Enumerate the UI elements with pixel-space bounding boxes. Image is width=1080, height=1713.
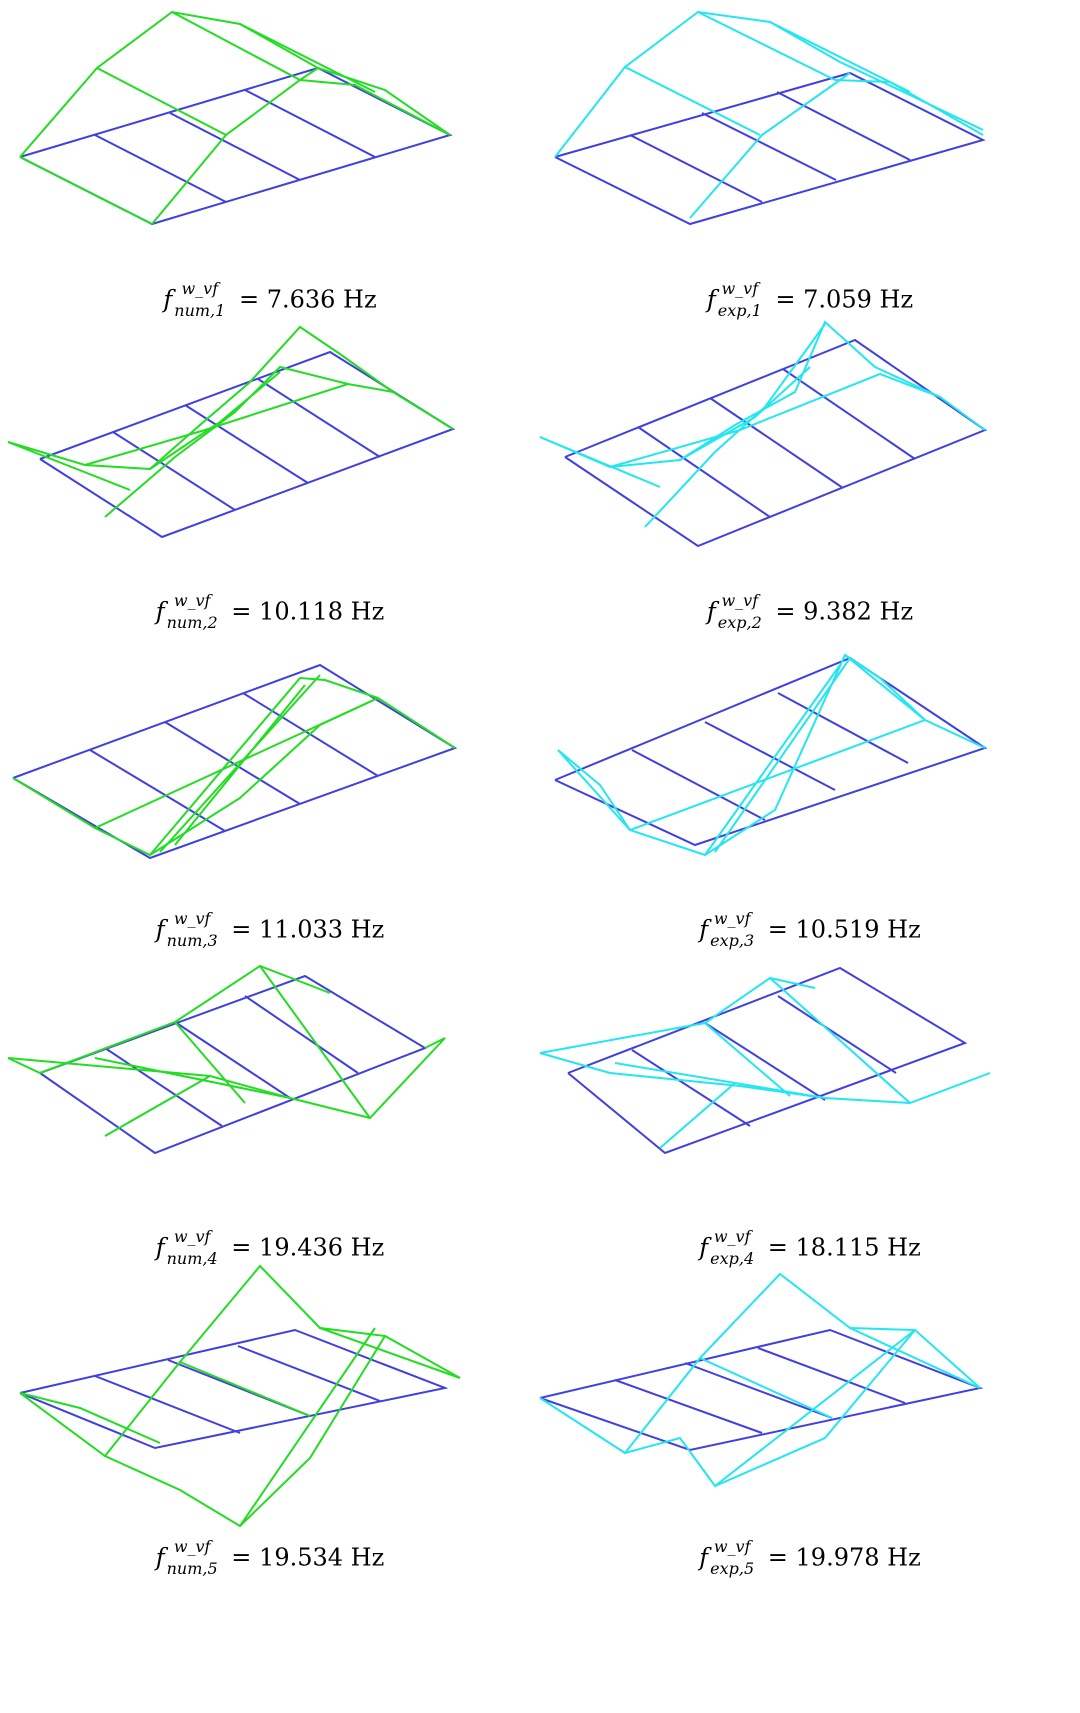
deformed-shape [557,653,986,857]
mode-panel-num-2: f w_vf num,2 = 10.118 Hz [0,312,540,654]
base-grid [567,966,968,1155]
base-grid [12,663,458,860]
frequency-caption: f w_vf exp,3 = 10.519 Hz [699,909,921,950]
deformed-shape [539,320,986,528]
frequency-caption: f w_vf num,1 = 7.636 Hz [163,279,377,320]
mode-panel-exp-4: f w_vf exp,4 = 18.115 Hz [539,948,1080,1290]
deformed-shape [554,10,984,219]
frequency-caption: f w_vf exp,1 = 7.059 Hz [706,279,914,320]
deformed-shape [539,1272,981,1488]
mode-shape-diagram [19,1264,461,1528]
mode-panel-exp-1: f w_vf exp,1 = 7.059 Hz [540,0,1080,342]
mode-panel-num-1: f w_vf num,1 = 7.636 Hz [0,0,540,342]
base-grid [554,71,986,226]
frequency-caption: f w_vf exp,2 = 9.382 Hz [706,591,914,632]
deformed-shape [7,964,446,1137]
deformed-shape [539,976,991,1149]
mode-shape-diagram [7,325,456,539]
frequency-caption: f w_vf num,4 = 19.436 Hz [155,1227,385,1268]
mode-shape-diagram [554,653,988,857]
frequency-caption: f w_vf num,5 = 19.534 Hz [155,1537,385,1578]
deformed-shape [19,1264,461,1528]
deformed-shape [12,674,456,857]
mode-panel-exp-5: f w_vf exp,5 = 19.978 Hz [539,1258,1080,1600]
frequency-caption: f w_vf exp,5 = 19.978 Hz [699,1537,921,1578]
mode-panel-exp-2: f w_vf exp,2 = 9.382 Hz [539,312,1080,654]
mode-panel-num-5: f w_vf num,5 = 19.534 Hz [0,1258,540,1600]
mode-panel-num-4: f w_vf num,4 = 19.436 Hz [0,948,540,1290]
mode-shape-diagram [19,10,453,226]
mode-shape-diagram [7,964,446,1155]
base-grid [19,1328,449,1450]
mode-shape-diagram [539,320,988,548]
frequency-caption: f w_vf num,3 = 11.033 Hz [155,909,385,950]
deformed-shape [19,10,451,225]
mode-shape-diagram [12,663,458,860]
frequency-caption: f w_vf exp,4 = 18.115 Hz [699,1227,921,1268]
mode-shape-diagram [539,966,991,1155]
base-grid [39,974,428,1155]
mode-shape-diagram [539,1272,984,1488]
mode-shape-diagram [554,10,986,226]
base-grid [39,350,456,539]
base-grid [539,1328,984,1452]
mode-panel-num-3: f w_vf num,3 = 11.033 Hz [0,630,540,972]
deformed-shape [7,325,454,518]
base-grid [564,338,988,548]
mode-panel-exp-3: f w_vf exp,3 = 10.519 Hz [540,630,1080,972]
frequency-caption: f w_vf num,2 = 10.118 Hz [155,591,385,632]
